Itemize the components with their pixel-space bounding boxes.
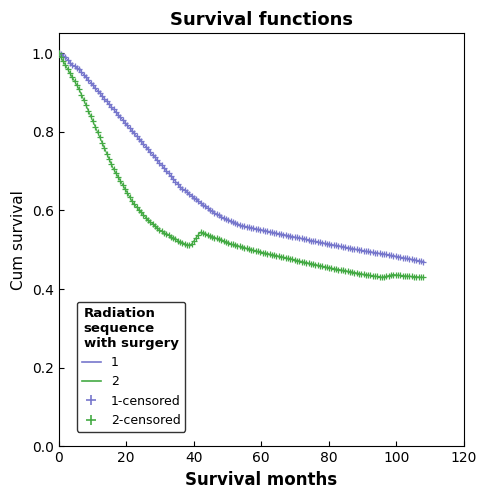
Y-axis label: Cum survival: Cum survival — [11, 190, 26, 290]
Legend: 1, 2, 1-censored, 2-censored: 1, 2, 1-censored, 2-censored — [77, 302, 185, 432]
Title: Survival functions: Survival functions — [170, 11, 353, 29]
X-axis label: Survival months: Survival months — [185, 471, 337, 489]
